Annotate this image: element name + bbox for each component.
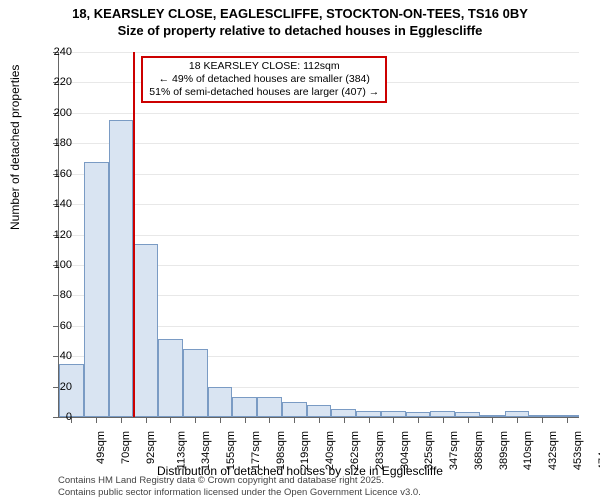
histogram-bar	[109, 120, 134, 417]
x-tick	[567, 417, 568, 423]
y-tick-label: 140	[42, 198, 72, 210]
x-tick	[517, 417, 518, 423]
y-tick-label: 160	[42, 168, 72, 180]
x-tick	[492, 417, 493, 423]
y-tick-label: 20	[42, 381, 72, 393]
y-tick-label: 0	[42, 411, 72, 423]
x-tick-label: 49sqm	[95, 431, 107, 464]
annotation-line: 18 KEARSLEY CLOSE: 112sqm	[149, 60, 379, 73]
footer-line-1: Contains HM Land Registry data © Crown c…	[58, 475, 421, 486]
y-tick-label: 200	[42, 107, 72, 119]
histogram-bar	[133, 244, 158, 417]
y-tick-label: 220	[42, 76, 72, 88]
y-tick-label: 180	[42, 137, 72, 149]
grid-line	[59, 52, 579, 53]
y-tick-label: 240	[42, 46, 72, 58]
title-line-1: 18, KEARSLEY CLOSE, EAGLESCLIFFE, STOCKT…	[0, 6, 600, 23]
x-tick	[393, 417, 394, 423]
x-tick	[121, 417, 122, 423]
histogram-bar	[232, 397, 257, 417]
histogram-bar	[84, 162, 109, 418]
x-tick-label: 262sqm	[349, 431, 361, 470]
x-tick	[443, 417, 444, 423]
x-tick	[245, 417, 246, 423]
grid-line	[59, 113, 579, 114]
x-tick-label: 177sqm	[250, 431, 262, 470]
histogram-bar	[307, 405, 332, 417]
y-tick-label: 40	[42, 350, 72, 362]
chart-title: 18, KEARSLEY CLOSE, EAGLESCLIFFE, STOCKT…	[0, 0, 600, 40]
grid-line	[59, 235, 579, 236]
x-tick-label: 453sqm	[572, 431, 584, 470]
y-tick-label: 80	[42, 289, 72, 301]
x-tick-label: 304sqm	[399, 431, 411, 470]
grid-line	[59, 204, 579, 205]
histogram-bar	[282, 402, 307, 417]
x-tick	[418, 417, 419, 423]
x-tick	[542, 417, 543, 423]
x-tick	[170, 417, 171, 423]
footer-line-2: Contains public sector information licen…	[58, 487, 421, 498]
x-tick-label: 70sqm	[120, 431, 132, 464]
x-tick	[294, 417, 295, 423]
histogram-bar	[183, 349, 208, 417]
x-tick	[146, 417, 147, 423]
histogram-bar	[158, 339, 183, 417]
plot-area: 18 KEARSLEY CLOSE: 112sqm← 49% of detach…	[58, 52, 579, 418]
reference-line	[133, 52, 135, 417]
y-tick-label: 60	[42, 320, 72, 332]
x-tick-label: 113sqm	[175, 431, 187, 469]
chart-footer: Contains HM Land Registry data © Crown c…	[58, 475, 421, 498]
x-tick-label: 389sqm	[498, 431, 510, 470]
x-tick	[195, 417, 196, 423]
x-tick-label: 325sqm	[423, 431, 435, 470]
y-tick-label: 120	[42, 229, 72, 241]
x-tick-label: 219sqm	[300, 431, 312, 470]
x-tick	[319, 417, 320, 423]
annotation-box: 18 KEARSLEY CLOSE: 112sqm← 49% of detach…	[141, 56, 387, 103]
chart-container: 18, KEARSLEY CLOSE, EAGLESCLIFFE, STOCKT…	[0, 0, 600, 500]
x-tick-label: 198sqm	[275, 431, 287, 470]
x-tick-label: 240sqm	[324, 431, 336, 470]
annotation-line: 51% of semi-detached houses are larger (…	[149, 86, 379, 99]
y-axis-label: Number of detached properties	[8, 65, 22, 230]
x-tick-label: 368sqm	[473, 431, 485, 470]
x-tick-label: 347sqm	[448, 431, 460, 470]
x-tick-label: 155sqm	[225, 431, 237, 470]
title-line-2: Size of property relative to detached ho…	[0, 23, 600, 40]
histogram-bar	[208, 387, 233, 417]
annotation-line: ← 49% of detached houses are smaller (38…	[149, 73, 379, 86]
x-tick-label: 432sqm	[547, 431, 559, 470]
histogram-bar	[257, 397, 282, 417]
x-tick	[468, 417, 469, 423]
y-tick-label: 100	[42, 259, 72, 271]
x-tick-label: 134sqm	[201, 431, 213, 470]
x-tick	[369, 417, 370, 423]
histogram-bar	[331, 409, 356, 417]
grid-line	[59, 143, 579, 144]
x-tick-label: 283sqm	[374, 431, 386, 470]
x-tick-label: 410sqm	[522, 431, 534, 470]
x-tick	[96, 417, 97, 423]
x-tick-label: 92sqm	[145, 431, 157, 464]
grid-line	[59, 174, 579, 175]
x-tick	[269, 417, 270, 423]
x-tick	[220, 417, 221, 423]
x-tick	[344, 417, 345, 423]
